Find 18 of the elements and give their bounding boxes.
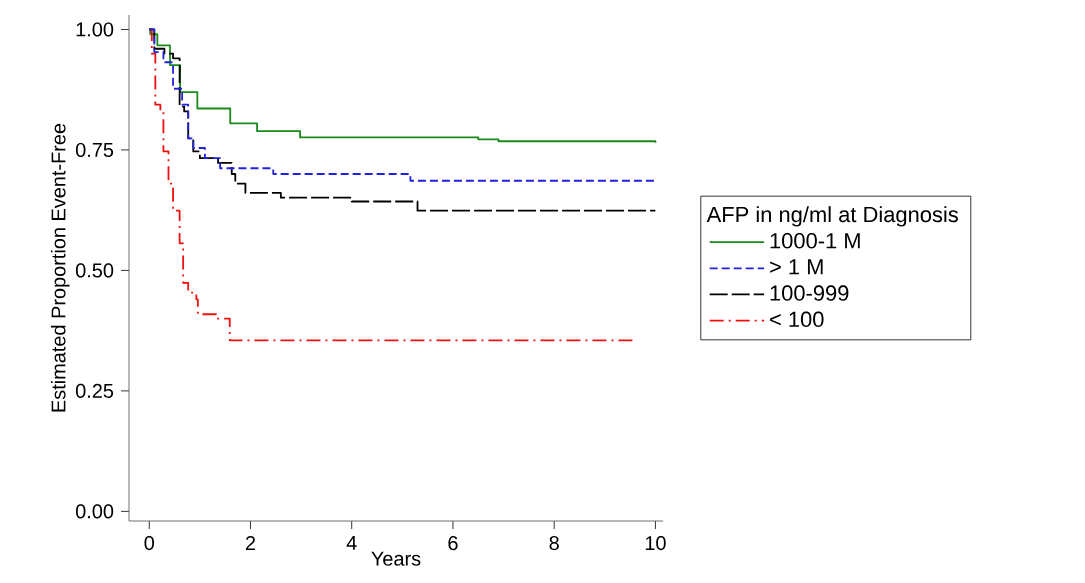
x-tick-label: 8 <box>549 536 559 551</box>
legend-title: AFP in ng/ml at Diagnosis <box>706 206 958 227</box>
x-tick-label: 2 <box>245 536 256 550</box>
x-tick-label: 10 <box>645 536 666 551</box>
y-tick-label: 0.00 <box>75 504 114 519</box>
legend-label: > 1 M <box>770 259 823 275</box>
y-axis-title: Estimated Proportion Event-Free <box>50 123 70 412</box>
y-tick-label: 0.50 <box>75 263 114 278</box>
x-axis-title: Years <box>371 551 421 566</box>
legend-label: 1000-1 M <box>770 233 860 249</box>
legend-label: 100-999 <box>770 285 849 301</box>
y-tick-label: 0.75 <box>75 142 114 157</box>
y-tick-label: 0.25 <box>75 383 114 398</box>
x-tick-label: 0 <box>144 536 155 551</box>
x-tick-label: 6 <box>448 536 458 551</box>
legend-label: < 100 <box>770 311 824 328</box>
y-tick-label: 1.00 <box>76 22 114 37</box>
x-tick-label: 4 <box>346 536 357 550</box>
